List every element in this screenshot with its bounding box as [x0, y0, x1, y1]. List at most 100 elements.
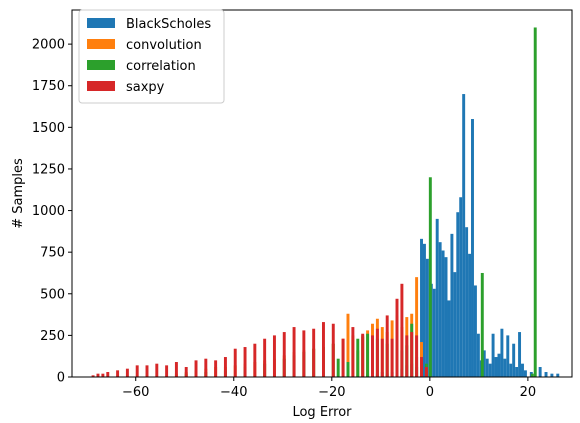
bar-blackscholes-22 — [453, 272, 457, 377]
y-tick-label-2: 500 — [40, 287, 65, 302]
bar-blackscholes-25 — [462, 94, 466, 378]
bar-blackscholes-23 — [456, 212, 460, 377]
legend-label-convolution: convolution — [126, 38, 202, 53]
bars-layer — [91, 27, 560, 378]
bar-saxpy-27 — [341, 338, 345, 377]
bar-saxpy-21 — [282, 332, 286, 377]
bar-blackscholes-15 — [432, 288, 436, 377]
bar-saxpy-29 — [361, 333, 365, 377]
bar-saxpy-24 — [312, 328, 316, 377]
bar-blackscholes-40 — [506, 335, 510, 377]
bar-blackscholes-42 — [512, 343, 516, 377]
bar-saxpy-35 — [395, 298, 399, 377]
bar-saxpy-8 — [155, 363, 159, 377]
bar-blackscholes-12 — [422, 243, 426, 377]
y-tick-label-4: 1000 — [32, 204, 65, 219]
bar-blackscholes-11 — [420, 238, 423, 377]
legend-swatch-correlation — [87, 60, 115, 70]
x-axis-label: Log Error — [292, 405, 352, 420]
bar-blackscholes-20 — [447, 300, 451, 377]
bar-blackscholes-34 — [488, 363, 492, 377]
bar-saxpy-20 — [272, 335, 276, 377]
bar-correlation-11 — [336, 358, 340, 377]
y-tick-label-1: 250 — [40, 329, 65, 344]
bar-blackscholes-49 — [544, 372, 548, 377]
bar-correlation-12 — [346, 362, 350, 377]
bar-blackscholes-19 — [444, 257, 448, 377]
bar-saxpy-18 — [253, 343, 257, 377]
bar-saxpy-0 — [91, 375, 95, 377]
bar-saxpy-22 — [292, 327, 296, 377]
legend-swatch-blackscholes — [87, 18, 115, 28]
bar-blackscholes-28 — [471, 119, 474, 378]
bar-saxpy-30 — [371, 335, 374, 377]
bar-saxpy-39 — [415, 335, 419, 377]
bar-blackscholes-43 — [515, 367, 519, 377]
x-tick-label-0: −60 — [122, 385, 149, 400]
bar-correlation-25 — [480, 272, 484, 377]
x-axis: −60 −40 −20 0 20 — [122, 377, 536, 400]
bar-saxpy-19 — [263, 338, 267, 377]
bar-saxpy-9 — [165, 365, 169, 377]
bar-blackscholes-13 — [425, 258, 429, 377]
bar-saxpy-17 — [243, 347, 247, 377]
bar-saxpy-6 — [135, 365, 139, 377]
bar-blackscholes-39 — [503, 358, 507, 377]
y-tick-label-3: 750 — [40, 246, 65, 261]
bar-saxpy-37 — [405, 335, 409, 377]
bar-blackscholes-18 — [441, 250, 445, 377]
bar-blackscholes-46 — [523, 370, 527, 377]
x-tick-label-3: 0 — [426, 385, 434, 400]
bar-blackscholes-30 — [476, 333, 480, 377]
bar-correlation-26 — [530, 373, 534, 377]
x-tick-label-4: 20 — [520, 385, 537, 400]
bar-blackscholes-26 — [465, 227, 469, 377]
bar-saxpy-34 — [390, 338, 394, 377]
legend-label-blackscholes: BlackScholes — [126, 17, 211, 32]
bar-blackscholes-29 — [473, 285, 477, 377]
bar-correlation-13 — [356, 338, 360, 377]
legend-label-saxpy: saxpy — [126, 80, 165, 95]
bar-correlation-15 — [366, 333, 370, 377]
bar-saxpy-5 — [125, 368, 129, 377]
y-tick-label-0: 0 — [57, 371, 65, 386]
bar-saxpy-32 — [380, 338, 384, 377]
legend-box — [78, 9, 225, 104]
bar-blackscholes-44 — [518, 332, 522, 377]
bar-correlation-24 — [428, 177, 432, 377]
bar-saxpy-7 — [145, 365, 149, 377]
y-tick-label-7: 1750 — [32, 79, 65, 94]
legend-label-correlation: correlation — [126, 59, 196, 74]
legend: BlackScholes convolution correlation saxpy — [78, 9, 225, 104]
bar-correlation-27 — [533, 27, 537, 377]
bar-blackscholes-35 — [491, 333, 495, 377]
bar-saxpy-40 — [420, 357, 423, 377]
bar-blackscholes-37 — [497, 353, 501, 377]
bar-blackscholes-48 — [538, 367, 542, 377]
bar-blackscholes-17 — [438, 242, 442, 377]
bar-blackscholes-27 — [468, 253, 472, 377]
bar-saxpy-2 — [101, 373, 105, 377]
y-tick-label-6: 1500 — [32, 121, 65, 136]
bar-saxpy-1 — [96, 373, 100, 377]
bar-saxpy-41 — [424, 367, 428, 377]
bar-saxpy-16 — [233, 348, 237, 377]
bar-saxpy-26 — [331, 323, 335, 377]
bar-saxpy-4 — [116, 370, 120, 377]
legend-swatch-saxpy — [87, 81, 115, 91]
bar-saxpy-12 — [194, 360, 198, 377]
bar-saxpy-23 — [302, 330, 306, 377]
bar-blackscholes-51 — [556, 373, 560, 377]
plot-frame — [71, 9, 573, 378]
bar-saxpy-31 — [375, 328, 379, 377]
y-tick-label-5: 1250 — [32, 162, 65, 177]
bar-blackscholes-16 — [435, 218, 439, 377]
bar-saxpy-25 — [322, 322, 325, 377]
x-tick-label-1: −40 — [220, 385, 247, 400]
bar-blackscholes-33 — [485, 358, 489, 377]
bar-saxpy-28 — [351, 327, 355, 377]
bar-saxpy-11 — [184, 367, 188, 377]
bar-blackscholes-36 — [494, 357, 498, 377]
bar-saxpy-14 — [214, 360, 218, 377]
